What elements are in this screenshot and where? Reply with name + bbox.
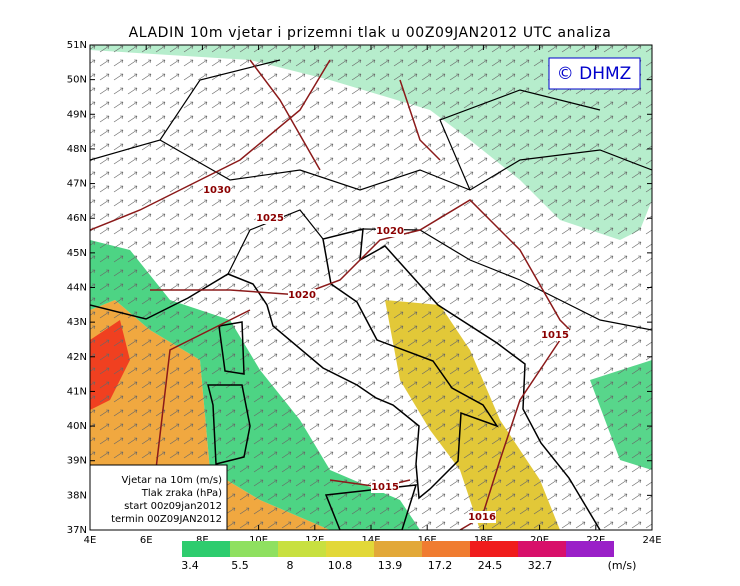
info-line: Tlak zraka (hPa) xyxy=(141,488,222,499)
axis-ticks: 51N 50N 49N 48N 47N 46N 45N 44N 43N 42N 41N 40N 39N 3… xyxy=(67,40,662,546)
lon-label: 18E xyxy=(474,535,493,546)
lat-label: 48N xyxy=(67,144,87,155)
colorbar-swatch xyxy=(374,541,422,557)
isobar-label: 1025 xyxy=(256,213,284,224)
lat-label: 46N xyxy=(67,213,87,224)
logo-box xyxy=(548,57,641,90)
lat-label: 43N xyxy=(67,317,87,328)
isobar-label-bg xyxy=(371,481,399,493)
lon-label: 8E xyxy=(196,535,209,546)
lon-label: 24E xyxy=(642,535,661,546)
colorbar-label: 10.8 xyxy=(328,559,353,572)
corsica xyxy=(218,321,245,375)
lat-label: 38N xyxy=(67,490,87,501)
logo: © DHMZ xyxy=(557,64,632,84)
lon-label: 22E xyxy=(586,535,605,546)
colorbar-swatch xyxy=(230,541,278,557)
isobar-label-bg xyxy=(288,289,316,301)
isobar-label: 1015 xyxy=(541,330,569,341)
isobar-label-bg xyxy=(468,511,496,523)
lon-label: 20E xyxy=(530,535,549,546)
lon-label: 4E xyxy=(84,535,97,546)
isobar-labels: 1030 1025 1020 1020 1015 1015 1016 xyxy=(203,184,569,523)
lat-label: 45N xyxy=(67,248,87,259)
lat-label: 51N xyxy=(67,40,87,51)
colorbar-swatch xyxy=(566,541,614,557)
isobar-label-bg xyxy=(203,184,231,196)
info-box xyxy=(89,464,228,531)
info-line: start 00z09jan2012 xyxy=(124,501,222,512)
lat-label: 37N xyxy=(67,525,87,536)
lon-label: 14E xyxy=(361,535,380,546)
lat-label: 49N xyxy=(67,109,87,120)
lat-label: 44N xyxy=(67,283,87,294)
colorbar-label: 32.7 xyxy=(528,559,553,572)
colorbar-unit: (m/s) xyxy=(608,559,637,572)
lat-label: 40N xyxy=(67,421,87,432)
info-line: termin 00Z09JAN2012 xyxy=(111,514,222,525)
lat-label: 42N xyxy=(67,352,87,363)
colorbar-swatch xyxy=(470,541,518,557)
lon-label: 6E xyxy=(140,535,153,546)
colorbar-swatch xyxy=(278,541,326,557)
colorbar-label: 3.4 xyxy=(181,559,199,572)
isobar-label: 1016 xyxy=(468,512,496,523)
isobar-label: 1020 xyxy=(376,226,404,237)
lon-label: 12E xyxy=(305,535,324,546)
isobar-label: 1020 xyxy=(288,290,316,301)
colorbar: 3.4 5.5 8 10.8 13.9 17.2 24.5 32.7 (m/s) xyxy=(181,541,636,572)
title: ALADIN 10m vjetar i prizemni tlak u 00Z0… xyxy=(129,25,612,41)
lon-label: 16E xyxy=(418,535,437,546)
colorbar-swatch xyxy=(518,541,566,557)
wind-arrows xyxy=(90,45,652,530)
sardinia xyxy=(207,384,251,465)
map-area xyxy=(90,45,652,530)
lat-label: 47N xyxy=(67,179,87,190)
colorbar-swatch xyxy=(326,541,374,557)
isobar-label-bg xyxy=(376,225,404,237)
colorbar-label: 5.5 xyxy=(231,559,249,572)
lat-label: 39N xyxy=(67,456,87,467)
coastline xyxy=(90,228,601,530)
isobar-label: 1015 xyxy=(371,482,399,493)
lon-label: 10E xyxy=(249,535,268,546)
colorbar-label: 13.9 xyxy=(378,559,403,572)
colorbar-label: 8 xyxy=(287,559,294,572)
lat-label: 41N xyxy=(67,386,87,397)
colorbar-label: 17.2 xyxy=(428,559,453,572)
info-line: Vjetar na 10m (m/s) xyxy=(121,475,222,486)
isobar-label-bg xyxy=(256,212,284,224)
lat-label: 50N xyxy=(67,75,87,86)
info-lines: Vjetar na 10m (m/s) Tlak zraka (hPa) start… xyxy=(111,475,222,525)
isobar-label: 1030 xyxy=(203,185,231,196)
colorbar-label: 24.5 xyxy=(478,559,503,572)
colorbar-swatch xyxy=(422,541,470,557)
isobar-label-bg xyxy=(541,329,569,341)
colorbar-swatch xyxy=(182,541,230,557)
